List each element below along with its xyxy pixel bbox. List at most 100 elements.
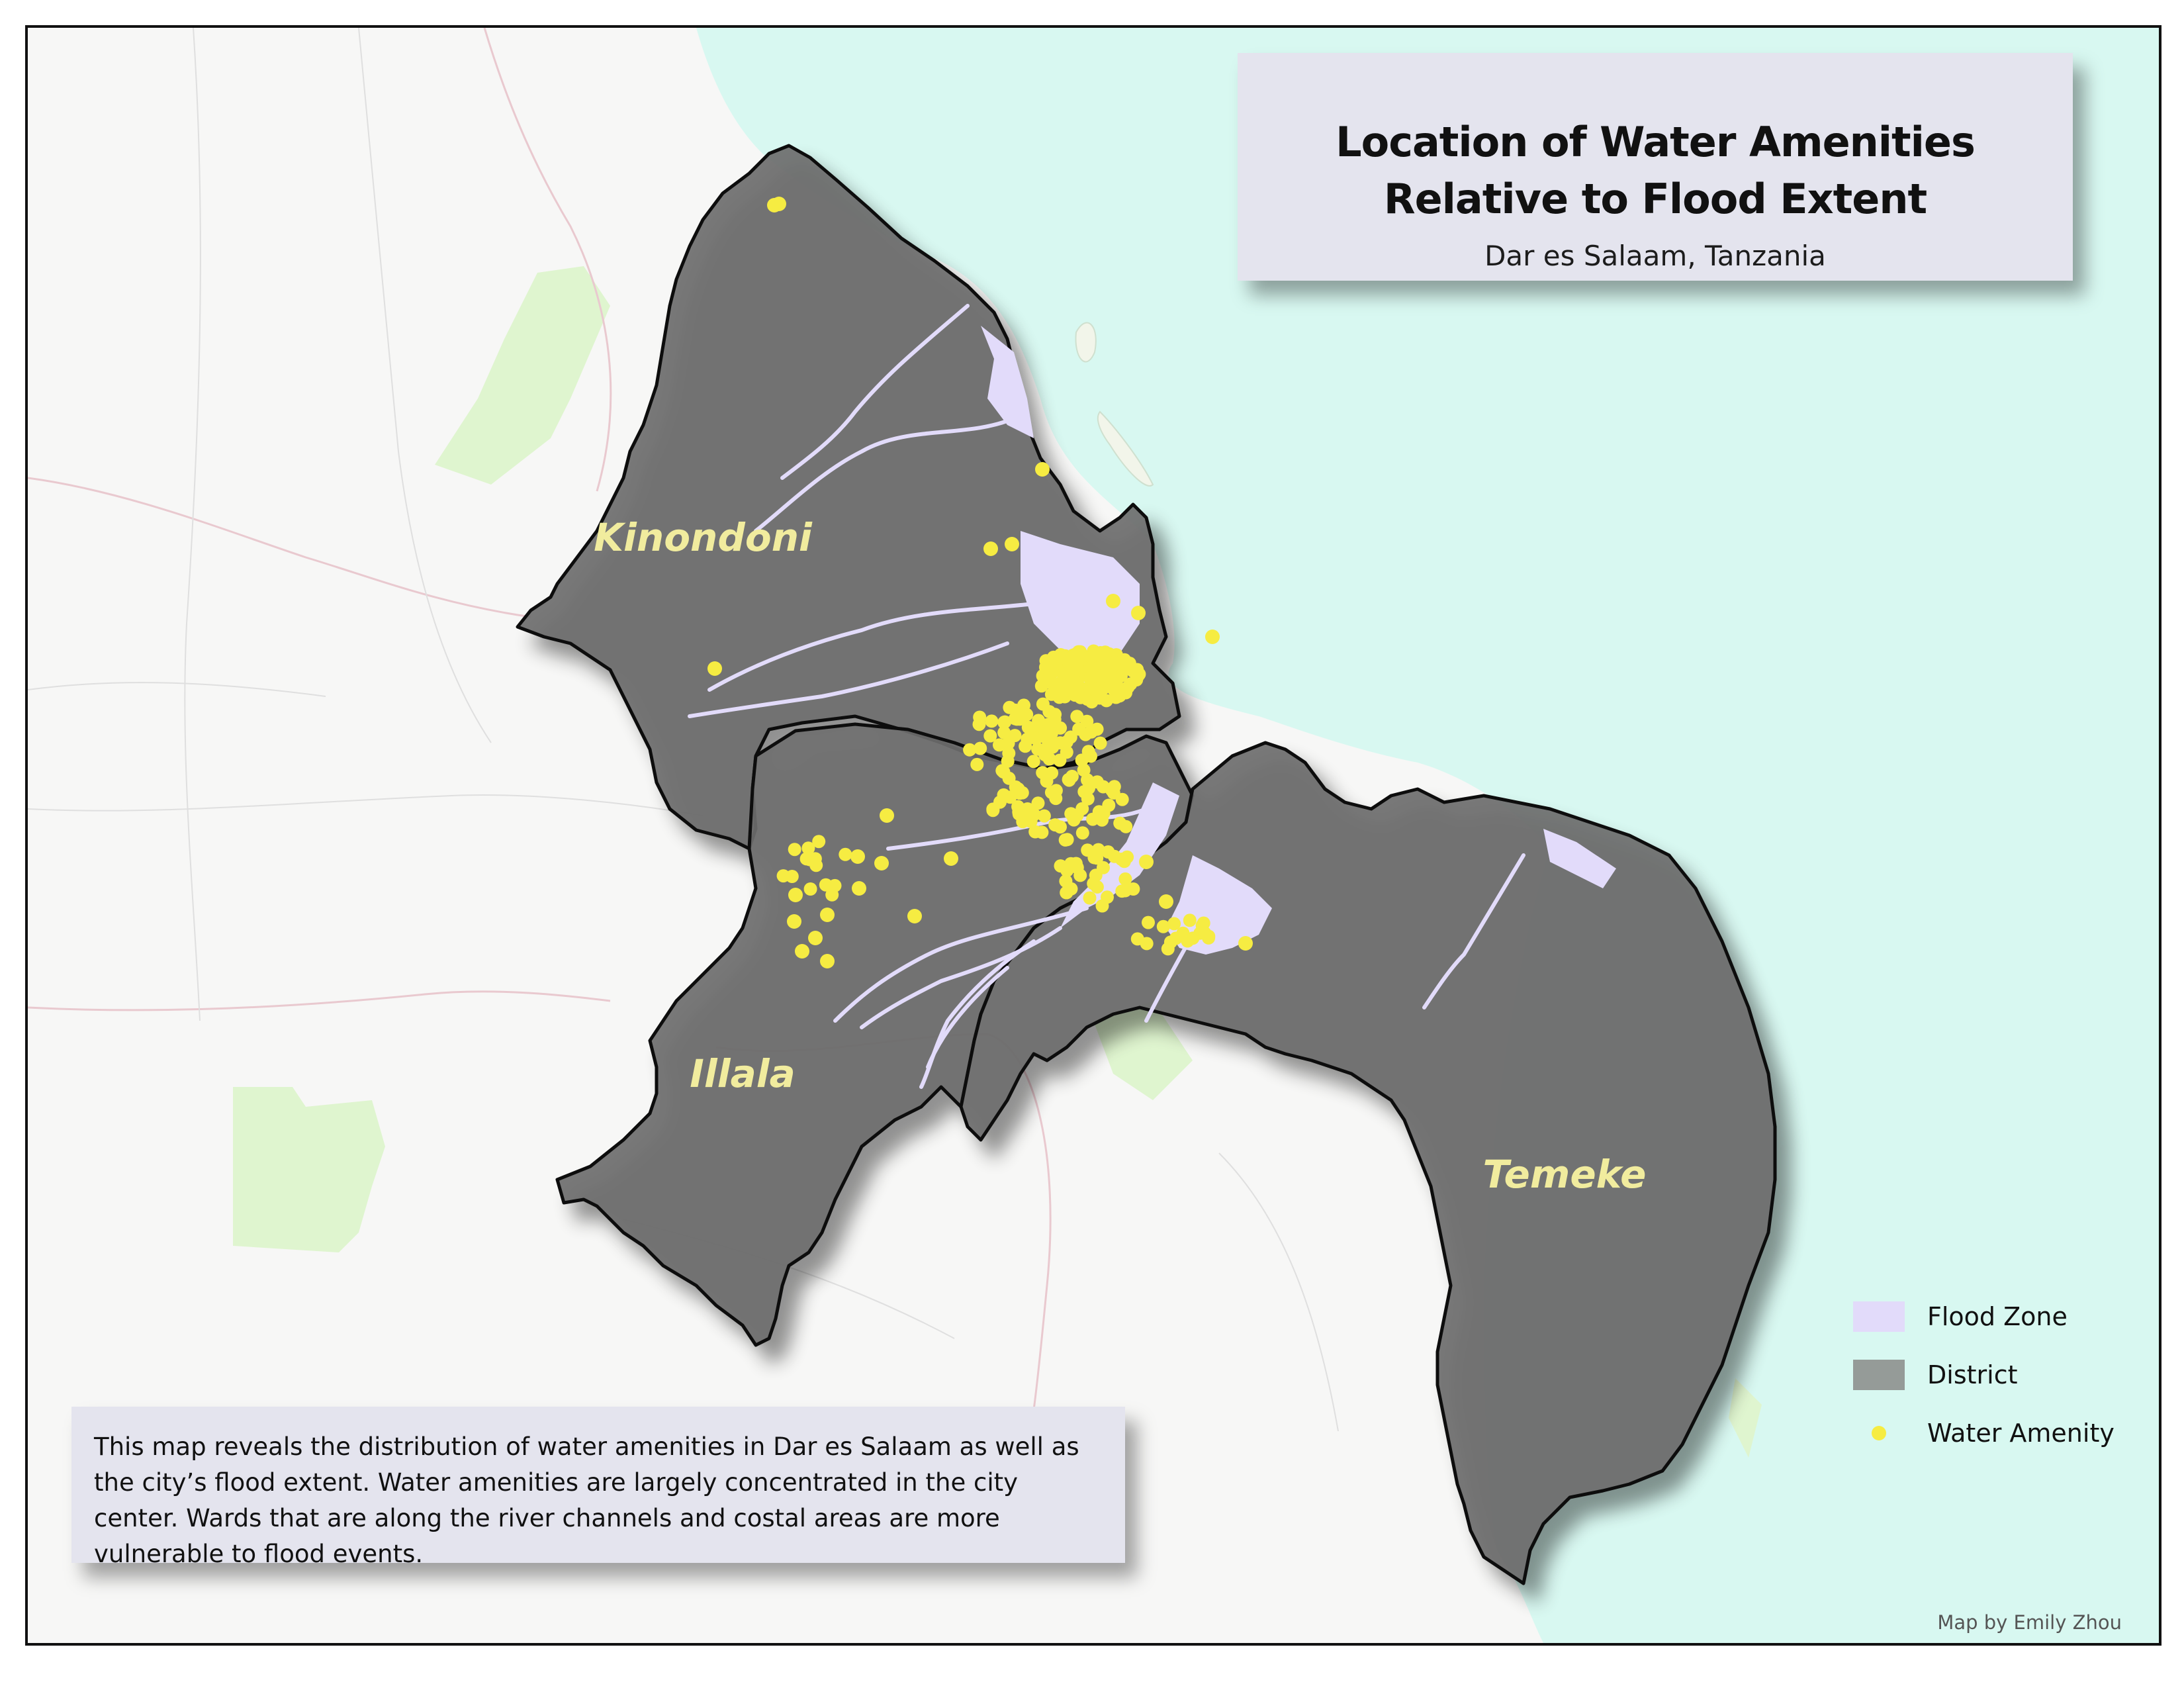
- water-amenity-point: [1238, 936, 1253, 951]
- water-amenity-point: [1005, 537, 1019, 551]
- water-amenity-point: [1001, 754, 1015, 768]
- river-channel: [926, 966, 1009, 1069]
- water-amenity-point: [1037, 809, 1051, 823]
- water-amenity-point: [1115, 669, 1128, 682]
- water-amenity-point: [1093, 736, 1107, 750]
- island: [1075, 322, 1097, 363]
- water-amenity-point: [880, 808, 894, 823]
- water-amenity-point: [850, 849, 865, 864]
- water-amenity-point: [1040, 774, 1054, 788]
- water-amenity-point: [997, 716, 1011, 729]
- water-amenity-point: [801, 841, 815, 855]
- river-channels: [688, 304, 1525, 1089]
- water-amenity-point: [1087, 682, 1101, 696]
- legend: Flood Zone District Water Amenity: [1853, 1288, 2131, 1462]
- flood-zone-swatch: [1853, 1301, 1905, 1332]
- water-amenity-point: [788, 843, 801, 857]
- water-amenity-point: [1046, 666, 1060, 679]
- water-amenity-point: [1085, 695, 1099, 709]
- water-amenity-point: [839, 847, 852, 861]
- water-amenity-point: [1087, 876, 1101, 890]
- parks: [233, 266, 1762, 1458]
- flood-zone: [981, 326, 1034, 438]
- map-subtitle: Dar es Salaam, Tanzania: [1484, 240, 1826, 272]
- basemap: Kinondoni Illala Temeke: [28, 28, 2159, 1643]
- park: [233, 1087, 385, 1252]
- credit-source: Data from Resilience Academy & Open Stre…: [1338, 1638, 2122, 1643]
- water-amenity-point: [1109, 690, 1123, 704]
- water-amenity-symbol: [1853, 1418, 1905, 1448]
- water-amenity-point: [819, 878, 833, 892]
- water-amenity-point: [1159, 894, 1173, 909]
- water-amenity-point: [1036, 697, 1050, 711]
- map-frame[interactable]: Kinondoni Illala Temeke Map by Emily Zho…: [25, 25, 2161, 1646]
- water-amenity-point: [1068, 647, 1082, 661]
- water-amenity-point: [1049, 792, 1063, 806]
- river-channel: [833, 906, 1089, 1023]
- water-amenity-point: [1117, 855, 1131, 868]
- water-amenity-point: [1083, 891, 1097, 905]
- water-amenity-point: [1021, 720, 1035, 734]
- water-amenity-point: [1156, 919, 1170, 933]
- river-channel: [754, 416, 1016, 533]
- legend-item-water-amenity: Water Amenity: [1853, 1404, 2131, 1462]
- water-amenity-point: [852, 881, 866, 896]
- road: [358, 28, 492, 743]
- water-amenity-point: [1193, 926, 1207, 940]
- river-channel: [1422, 853, 1525, 1009]
- water-amenity-point: [1060, 735, 1073, 749]
- district-label-kinondoni: Kinondoni: [594, 515, 813, 560]
- water-amenity-point: [1121, 680, 1135, 694]
- water-amenity-point: [1081, 792, 1095, 806]
- water-amenity-point: [1075, 802, 1089, 816]
- water-amenity-point: [985, 714, 999, 728]
- water-amenity-point: [1139, 855, 1154, 869]
- water-amenity-point: [1167, 917, 1181, 931]
- water-amenity-point: [1081, 773, 1094, 787]
- district-swatch: [1853, 1360, 1905, 1390]
- park: [1093, 1001, 1193, 1100]
- water-amenity-point: [803, 853, 817, 867]
- water-amenity-point: [825, 888, 839, 902]
- river-channel: [886, 807, 1148, 851]
- description-panel: This map reveals the distribution of wat…: [71, 1407, 1125, 1568]
- water-amenity-point: [1054, 820, 1067, 834]
- water-amenity-point: [907, 909, 922, 923]
- water-amenities: [707, 197, 1253, 968]
- water-amenity-point: [1047, 722, 1061, 736]
- water-amenity-point: [1016, 815, 1030, 829]
- water-amenity-point: [1029, 731, 1043, 745]
- title-panel: Location of Water Amenities Relative to …: [1238, 53, 2073, 281]
- road: [28, 794, 704, 816]
- water-amenity-point: [820, 954, 835, 968]
- water-amenity-point: [1060, 864, 1074, 877]
- water-amenity-point: [803, 882, 817, 896]
- road: [1218, 1152, 1339, 1432]
- water-amenity-point: [983, 729, 997, 743]
- road: [184, 28, 201, 1021]
- water-amenity-point: [963, 743, 977, 757]
- map-title-line-1: Location of Water Amenities: [1336, 118, 1976, 166]
- credits: Map by Emily Zhou Data from Resilience A…: [1338, 1607, 2122, 1643]
- water-amenity-point: [1072, 722, 1086, 736]
- water-amenity-point: [1046, 677, 1060, 690]
- water-amenity-point: [1140, 937, 1154, 951]
- credit-author: Map by Emily Zhou: [1937, 1611, 2122, 1634]
- water-amenity-point: [1001, 736, 1015, 750]
- water-amenity-point: [1032, 714, 1046, 727]
- water-amenity-point: [1099, 645, 1112, 659]
- river-channel: [707, 602, 1036, 692]
- water-amenity-point: [997, 765, 1011, 779]
- water-amenity-point: [1048, 712, 1062, 726]
- water-amenity-point: [1094, 669, 1108, 683]
- minor-roads: [28, 28, 1339, 1432]
- water-amenity-point: [808, 931, 823, 945]
- water-amenity-point: [944, 851, 958, 866]
- ocean: [696, 28, 2159, 1643]
- water-amenity-point: [1052, 690, 1066, 704]
- description-text: This map reveals the distribution of wat…: [94, 1432, 1079, 1568]
- water-amenity-point: [1120, 657, 1134, 671]
- water-amenity-point: [1107, 786, 1120, 800]
- water-amenity-point: [1053, 753, 1067, 767]
- water-amenity-point: [1075, 826, 1089, 840]
